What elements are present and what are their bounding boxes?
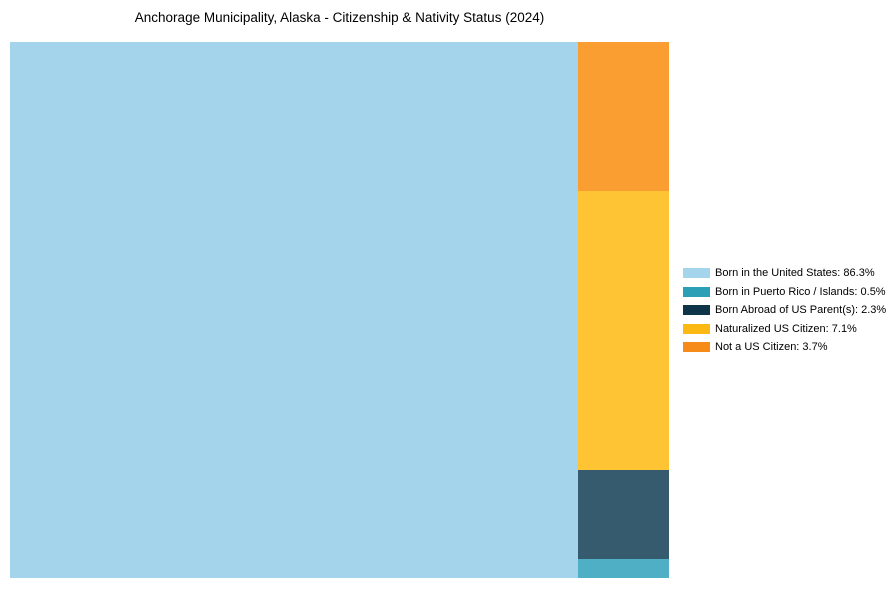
legend-item-born-in-puerto-rico-islands[interactable]: Born in Puerto Rico / Islands: 0.5% xyxy=(683,285,886,299)
legend-item-born-abroad-of-us-parents[interactable]: Born Abroad of US Parent(s): 2.3% xyxy=(683,303,886,317)
legend-swatch-naturalized-us-citizen xyxy=(683,323,710,334)
legend: Born in the United States: 86.3% Born in… xyxy=(683,266,886,359)
legend-swatch-born-in-united-states xyxy=(683,268,710,278)
legend-item-naturalized-us-citizen[interactable]: Naturalized US Citizen: 7.1% xyxy=(683,322,886,336)
legend-label: Born Abroad of US Parent(s): 2.3% xyxy=(715,304,887,316)
treemap-right-column xyxy=(578,42,669,578)
treemap-tile-born-abroad-of-us-parents[interactable] xyxy=(578,470,669,559)
legend-label: Naturalized US Citizen: 7.1% xyxy=(715,322,857,335)
treemap-tile-born-in-united-states[interactable] xyxy=(10,42,578,578)
legend-swatch-born-in-puerto-rico-islands xyxy=(683,286,710,297)
legend-label: Born in the United States: 86.3% xyxy=(715,267,875,279)
legend-label: Born in Puerto Rico / Islands: 0.5% xyxy=(715,285,886,298)
legend-swatch-not-a-us-citizen xyxy=(683,342,710,352)
legend-item-born-in-united-states[interactable]: Born in the United States: 86.3% xyxy=(683,266,886,280)
chart-title: Anchorage Municipality, Alaska - Citizen… xyxy=(134,10,545,25)
legend-label: Not a US Citizen: 3.7% xyxy=(715,341,828,353)
legend-item-not-a-us-citizen[interactable]: Not a US Citizen: 3.7% xyxy=(683,340,886,354)
treemap-tile-not-a-us-citizen[interactable] xyxy=(578,42,669,191)
treemap-tile-naturalized-us-citizen[interactable] xyxy=(578,191,669,470)
treemap-tile-born-in-puerto-rico-islands[interactable] xyxy=(578,559,669,578)
treemap-plot xyxy=(10,42,669,578)
legend-swatch-born-abroad-of-us-parents xyxy=(683,305,710,315)
